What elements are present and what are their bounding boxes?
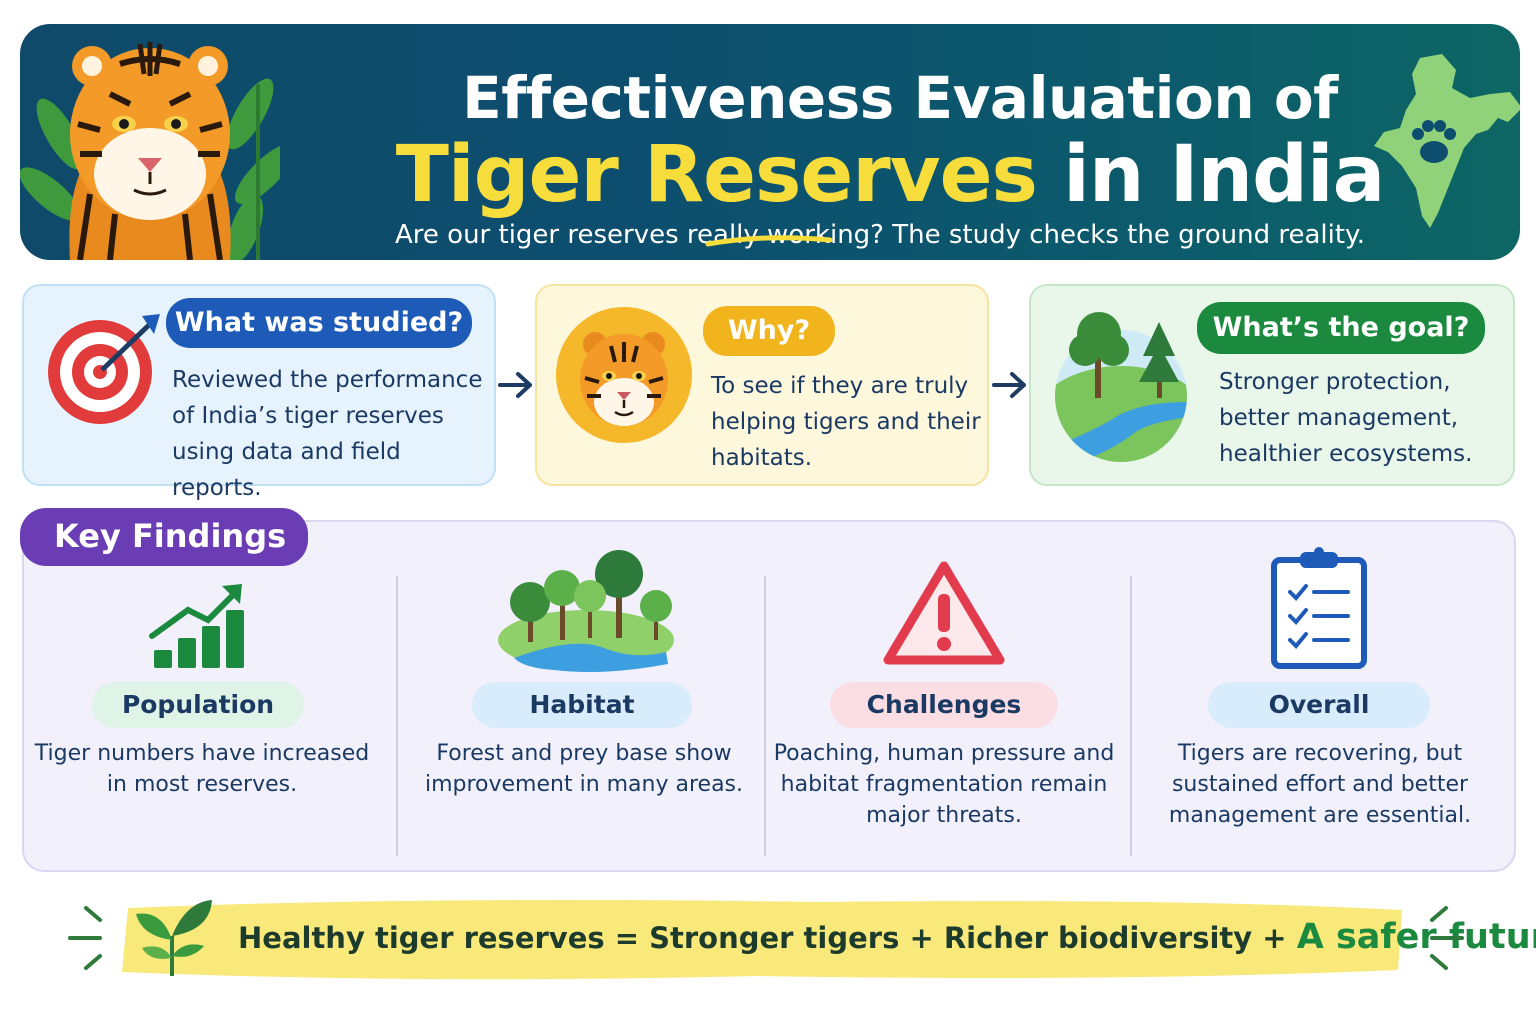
finding-habitat: Habitat Forest and prey base show improv… bbox=[404, 540, 764, 870]
subtitle: Are our tiger reserves really working? T… bbox=[395, 220, 1365, 250]
finding-population: Population Tiger numbers have increased … bbox=[22, 540, 382, 870]
card-title-goal: What’s the goal? bbox=[1197, 302, 1485, 354]
spark-decoration bbox=[68, 906, 102, 970]
footer-highlight bbox=[122, 900, 1402, 980]
finding-text-population: Tiger numbers have increased in most res… bbox=[34, 741, 370, 797]
arrow-right-icon bbox=[498, 372, 532, 398]
finding-text-overall: Tigers are recovering, but sustained eff… bbox=[1168, 741, 1472, 828]
title-line2: Tiger Reserves in India bbox=[380, 130, 1400, 220]
finding-overall: Overall Tigers are recovering, but susta… bbox=[1140, 540, 1500, 870]
india-map-icon bbox=[1374, 54, 1520, 228]
divider bbox=[396, 576, 398, 856]
forest-icon bbox=[498, 550, 674, 672]
divider bbox=[764, 576, 766, 856]
footer-text: Healthy tiger reserves = Stronger tigers… bbox=[238, 921, 1287, 955]
header-banner: Effectiveness Evaluation of Tiger Reserv… bbox=[20, 24, 1520, 260]
warning-icon bbox=[883, 561, 1005, 665]
finding-label-overall: Overall bbox=[1208, 682, 1430, 728]
title-accent: Tiger Reserves bbox=[395, 130, 1038, 220]
target-icon bbox=[48, 314, 160, 424]
title-line1: Effectiveness Evaluation of bbox=[462, 64, 1338, 132]
card-why: Why? To see if they are truly helping ti… bbox=[535, 284, 989, 486]
finding-text-habitat: Forest and prey base show improvement in… bbox=[424, 741, 744, 797]
footer-accent: A safer future bbox=[1296, 917, 1536, 957]
card-text-studied: Reviewed the performance of India’s tige… bbox=[172, 367, 483, 501]
key-findings-heading: Key Findings bbox=[20, 508, 308, 566]
sprout-icon bbox=[136, 900, 212, 976]
underline-decoration bbox=[705, 235, 833, 247]
card-text-why: To see if they are truly helping tigers … bbox=[711, 373, 981, 471]
card-what-was-studied: What was studied? Reviewed the performan… bbox=[22, 284, 496, 501]
divider bbox=[1130, 576, 1132, 856]
tiger-face-icon bbox=[556, 307, 692, 443]
finding-label-habitat: Habitat bbox=[472, 682, 692, 728]
card-title-why: Why? bbox=[703, 306, 835, 356]
checklist-icon bbox=[1271, 547, 1367, 669]
card-text-goal: Stronger protection, better management, … bbox=[1219, 369, 1473, 467]
finding-challenges: Challenges Poaching, human pressure and … bbox=[764, 540, 1124, 870]
paw-icon bbox=[1412, 120, 1456, 163]
finding-text-challenges: Poaching, human pressure and habitat fra… bbox=[773, 741, 1115, 828]
spark-decoration bbox=[1430, 906, 1464, 970]
finding-label-population: Population bbox=[92, 682, 304, 728]
arrow-right-icon bbox=[992, 372, 1026, 398]
finding-label-challenges: Challenges bbox=[830, 682, 1058, 728]
title-rest: in India bbox=[1063, 130, 1385, 220]
tiger-icon bbox=[20, 42, 280, 260]
landscape-icon bbox=[1055, 312, 1187, 462]
growth-chart-icon bbox=[149, 584, 244, 668]
card-goal: What’s the goal? Stronger protection, be… bbox=[1029, 284, 1515, 486]
card-title-studied: What was studied? bbox=[166, 298, 472, 348]
footer-tagline: Healthy tiger reserves = Stronger tigers… bbox=[238, 912, 1536, 962]
